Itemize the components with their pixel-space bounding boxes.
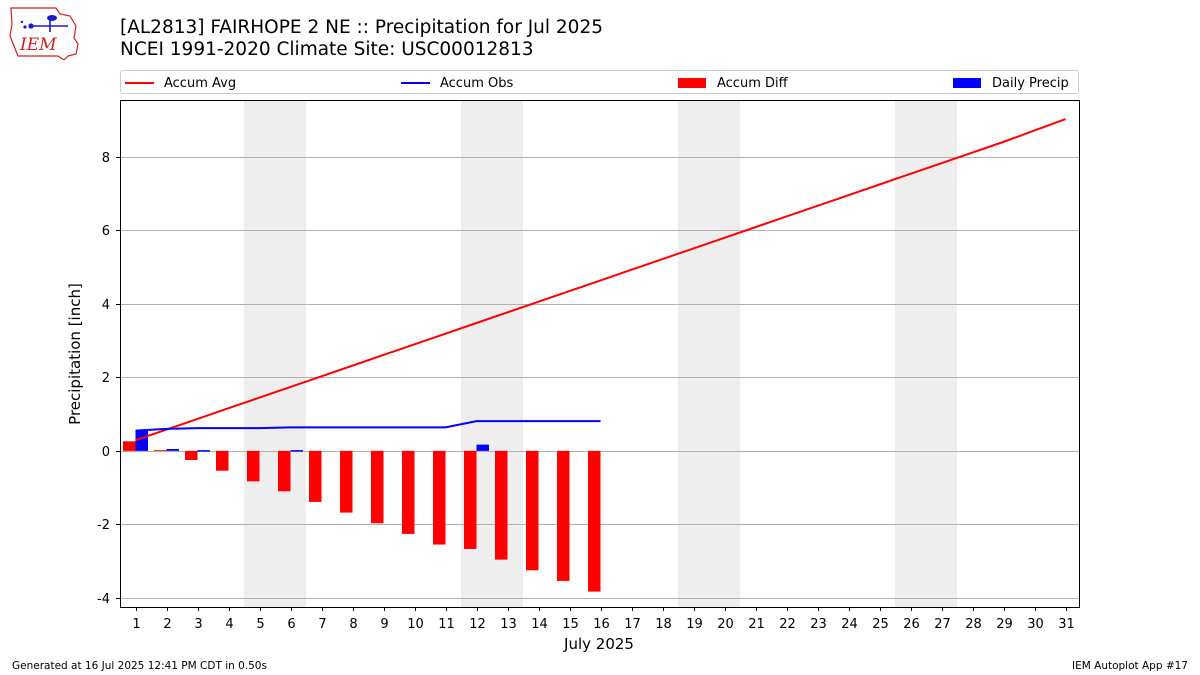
accum-diff-bar: [495, 450, 508, 560]
y-tick-label: 6: [102, 224, 110, 239]
x-tick-label: 13: [500, 617, 517, 632]
daily-precip-bar: [476, 444, 489, 451]
x-tick-label: 19: [686, 617, 703, 632]
legend-item-accum-avg: Accum Avg: [125, 71, 236, 95]
weather-station-icon: [20, 15, 68, 32]
x-tick-label: 11: [438, 617, 455, 632]
legend-label-accum-diff: Accum Diff: [717, 75, 788, 91]
x-tick-label: 16: [593, 617, 610, 632]
y-tick-label: -2: [97, 518, 110, 533]
y-tick-label: 2: [102, 371, 110, 386]
x-tick-label: 25: [872, 617, 889, 632]
accum-diff-bar: [402, 450, 415, 534]
y-axis-label: Precipitation [inch]: [66, 283, 84, 425]
plot-frame: [120, 100, 1080, 608]
accum-diff-bar: [371, 450, 384, 524]
weekend-shade: [678, 100, 740, 607]
x-tick-label: 23: [810, 617, 827, 632]
logo-text: IEM: [19, 35, 57, 55]
daily-precip-swatch: [953, 78, 981, 88]
accum-diff-bar: [588, 450, 601, 592]
x-tick-label: 29: [996, 617, 1013, 632]
y-tick-label: -4: [97, 592, 110, 607]
accum-avg-swatch: [125, 82, 154, 84]
daily-precip-bar: [290, 450, 303, 452]
legend-item-accum-obs: Accum Obs: [401, 71, 513, 95]
x-tick-label: 6: [287, 617, 295, 632]
x-tick-label: 8: [349, 617, 357, 632]
x-tick-label: 10: [407, 617, 424, 632]
legend-label-accum-avg: Accum Avg: [164, 75, 237, 91]
y-tick-label: 0: [102, 445, 110, 460]
x-tick-label: 15: [562, 617, 579, 632]
accum-diff-bar: [340, 450, 353, 513]
chart-title: [AL2813] FAIRHOPE 2 NE :: Precipitation …: [120, 17, 603, 61]
x-tick-label: 5: [256, 617, 264, 632]
x-tick-label: 26: [903, 617, 920, 632]
x-tick-label: 3: [194, 617, 202, 632]
legend-label-accum-obs: Accum Obs: [440, 75, 514, 91]
accum-obs-line: [135, 420, 601, 432]
legend-item-daily-precip: Daily Precip: [953, 71, 1069, 95]
accum-avg-line: [135, 118, 1066, 442]
x-tick-label: 14: [531, 617, 548, 632]
legend-label-daily-precip: Daily Precip: [992, 75, 1069, 91]
x-tick-label: 20: [717, 617, 734, 632]
weekend-shade: [895, 100, 957, 607]
x-tick-label: 2: [163, 617, 171, 632]
x-tick-label: 28: [965, 617, 982, 632]
generated-timestamp: Generated at 16 Jul 2025 12:41 PM CDT in…: [12, 660, 267, 672]
x-tick-label: 17: [624, 617, 641, 632]
x-tick-label: 1: [132, 617, 140, 632]
x-tick-label: 12: [469, 617, 486, 632]
iem-logo: IEM: [9, 7, 79, 60]
x-tick-label: 18: [655, 617, 672, 632]
accum-diff-bar: [526, 450, 539, 571]
x-tick-label: 24: [841, 617, 858, 632]
daily-precip-bar: [135, 430, 148, 451]
accum-diff-bar: [278, 450, 291, 492]
accum-diff-bar: [123, 441, 136, 451]
chart-legend: Accum Avg Accum Obs Accum Diff Daily Pre…: [120, 70, 1079, 94]
y-tick-label: 4: [102, 298, 110, 313]
x-tick-label: 9: [380, 617, 388, 632]
x-tick-label: 31: [1058, 617, 1075, 632]
x-tick-label: 30: [1027, 617, 1044, 632]
accum-diff-bar: [185, 450, 198, 461]
x-tick-label: 27: [934, 617, 951, 632]
accum-diff-bar: [557, 450, 570, 581]
x-tick-label: 7: [318, 617, 326, 632]
weekend-shade: [244, 100, 306, 607]
accum-diff-bar: [433, 450, 446, 545]
accum-diff-bar: [247, 450, 260, 482]
accum-diff-bar: [464, 450, 477, 549]
app-credit: IEM Autoplot App #17: [1072, 660, 1188, 672]
x-axis-label: July 2025: [563, 635, 634, 653]
accum-obs-swatch: [401, 82, 430, 84]
x-tick-label: 21: [748, 617, 765, 632]
title-line-2: NCEI 1991-2020 Climate Site: USC00012813: [120, 39, 534, 60]
legend-item-accum-diff: Accum Diff: [678, 71, 788, 95]
accum-diff-bar: [154, 450, 167, 451]
accum-diff-swatch: [678, 78, 706, 88]
daily-precip-bar: [197, 450, 210, 452]
accum-diff-bar: [216, 450, 229, 471]
x-tick-label: 22: [779, 617, 796, 632]
x-tick-label: 4: [225, 617, 233, 632]
title-line-1: [AL2813] FAIRHOPE 2 NE :: Precipitation …: [120, 17, 603, 38]
weekend-shade: [461, 100, 523, 607]
daily-precip-bar: [166, 449, 179, 451]
y-tick-label: 8: [102, 151, 110, 166]
accum-diff-bar: [309, 450, 322, 502]
